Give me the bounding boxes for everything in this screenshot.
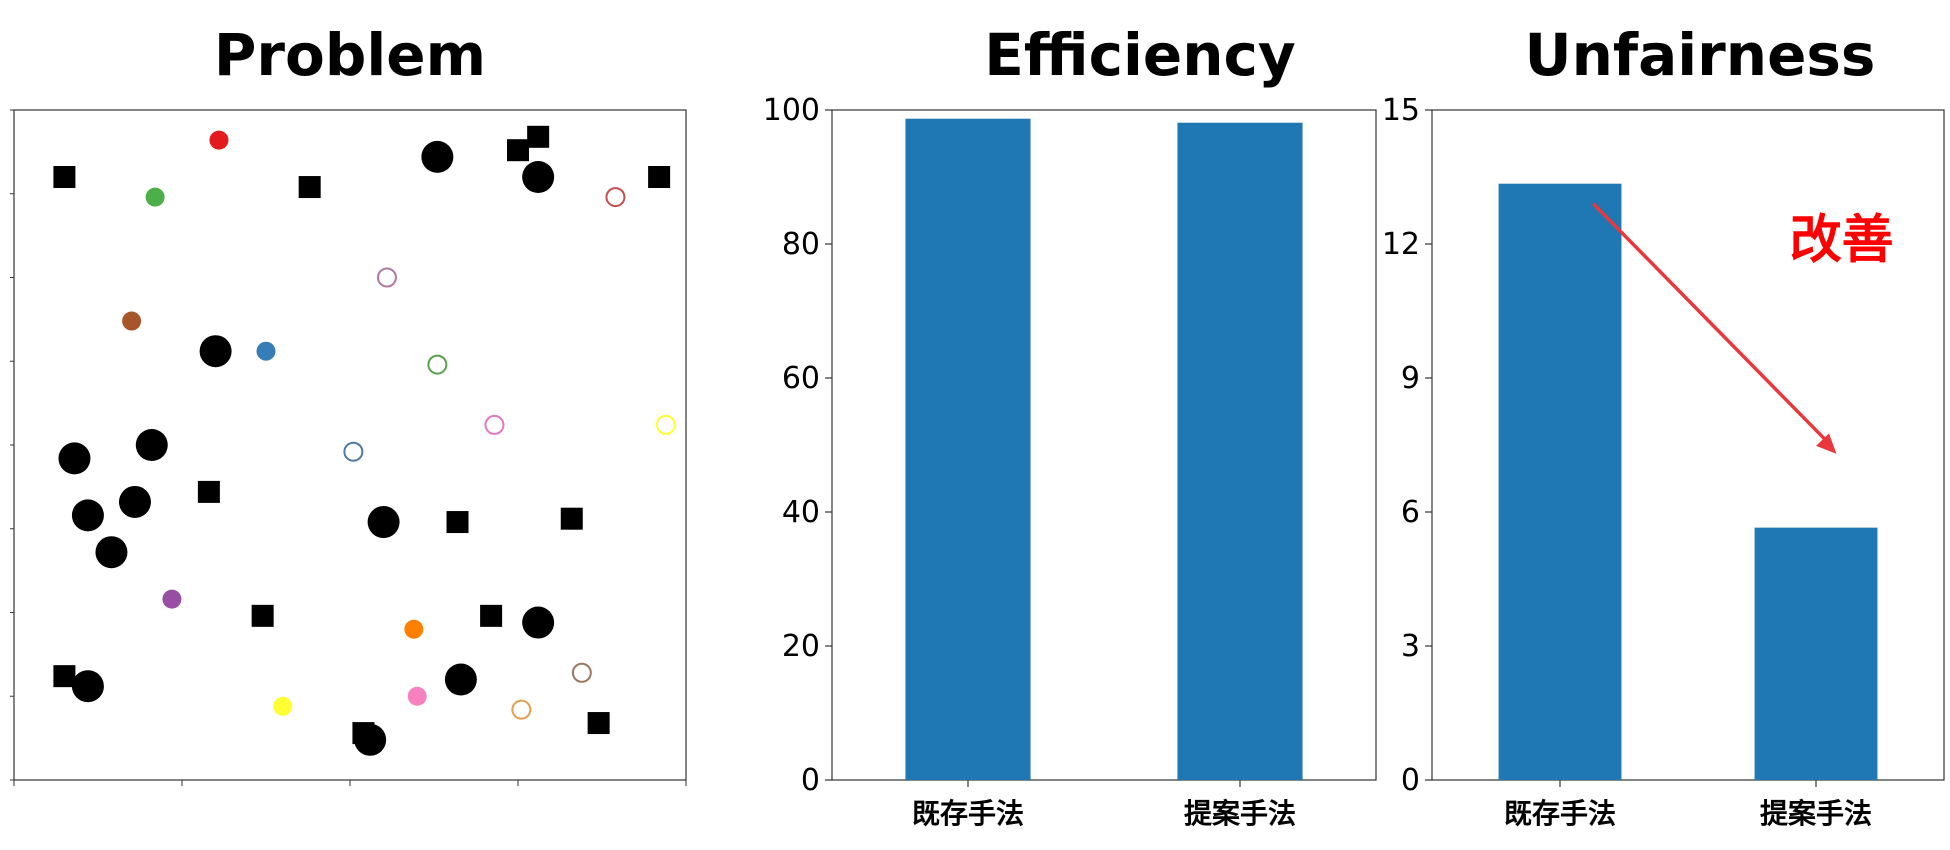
unfairness-chart: 0 3 6 9 12 15 既存手法 提案手法 改善 [1382, 93, 1945, 830]
unfairness-y-tick-label: 6 [1401, 495, 1420, 530]
obstacle-circle [354, 723, 387, 756]
agent-point [273, 696, 293, 716]
goal-point [605, 187, 626, 208]
obstacle-circle [71, 499, 104, 532]
obstacle-circle [421, 140, 454, 173]
goal-point [343, 441, 364, 462]
unfairness-y-tick-label: 15 [1382, 93, 1420, 128]
efficiency-title: Efficiency [984, 21, 1296, 89]
obstacle-square [446, 511, 469, 534]
goal-point [484, 414, 505, 435]
efficiency-chart: 0 20 40 60 80 100 既存手法 提案手法 [763, 93, 1377, 830]
goal-point [571, 662, 592, 683]
efficiency-y-tick-label: 80 [782, 227, 820, 262]
obstacle-circle [58, 442, 91, 475]
efficiency-y-tick-label: 100 [763, 93, 820, 128]
obstacle-circle [199, 335, 232, 368]
efficiency-category-label: 提案手法 [1184, 797, 1296, 830]
agent-point [404, 619, 424, 639]
unfairness-bar [1754, 527, 1878, 780]
goal-point [511, 699, 532, 720]
unfairness-title: Unfairness [1524, 21, 1876, 89]
efficiency-y-tick-label: 0 [801, 763, 820, 798]
goal-point [427, 354, 448, 375]
obstacle-square [197, 480, 220, 503]
unfairness-category-label: 提案手法 [1760, 797, 1872, 830]
agent-point [256, 341, 276, 361]
unfairness-bar [1498, 183, 1622, 780]
efficiency-bar [905, 118, 1031, 780]
goal-point [655, 414, 676, 435]
agent-point [407, 686, 427, 706]
unfairness-y-tick-label: 9 [1401, 361, 1420, 396]
agent-point [162, 589, 182, 609]
obstacle-circle [95, 536, 128, 569]
obstacle-square [560, 507, 583, 530]
problem-frame [13, 109, 687, 781]
obstacle-square [480, 604, 503, 627]
obstacle-circle [118, 485, 151, 518]
agent-point [122, 311, 142, 331]
unfairness-y-tick-label: 0 [1401, 763, 1420, 798]
obstacle-circle [135, 429, 168, 461]
agent-point [145, 187, 165, 207]
obstacle-square [507, 139, 529, 162]
problem-title: Problem [213, 21, 487, 89]
obstacle-square [587, 712, 610, 735]
obstacle-circle [522, 161, 555, 193]
goal-point [376, 267, 397, 288]
improvement-arrowhead [1816, 433, 1837, 454]
obstacle-square [53, 166, 76, 188]
efficiency-y-tick-label: 60 [782, 361, 820, 396]
obstacle-circle [367, 506, 400, 539]
efficiency-bar [1177, 122, 1303, 781]
obstacle-circle [522, 606, 555, 639]
obstacle-square [298, 176, 321, 199]
obstacle-square [527, 125, 550, 148]
problem-panel [10, 109, 687, 786]
obstacle-square [53, 665, 76, 688]
obstacle-square [648, 166, 671, 188]
efficiency-y-tick-label: 20 [782, 629, 820, 664]
obstacle-circle [444, 663, 477, 696]
improvement-label: 改善 [1790, 210, 1894, 270]
efficiency-y-tick-label: 40 [782, 495, 820, 530]
unfairness-category-label: 既存手法 [1504, 797, 1616, 830]
efficiency-category-label: 既存手法 [912, 797, 1024, 830]
obstacle-circle [71, 670, 104, 703]
unfairness-y-tick-label: 12 [1382, 227, 1420, 262]
agent-point [209, 130, 229, 150]
obstacle-square [251, 604, 274, 627]
unfairness-y-tick-label: 3 [1401, 629, 1420, 664]
improvement-arrow [1592, 202, 1832, 447]
